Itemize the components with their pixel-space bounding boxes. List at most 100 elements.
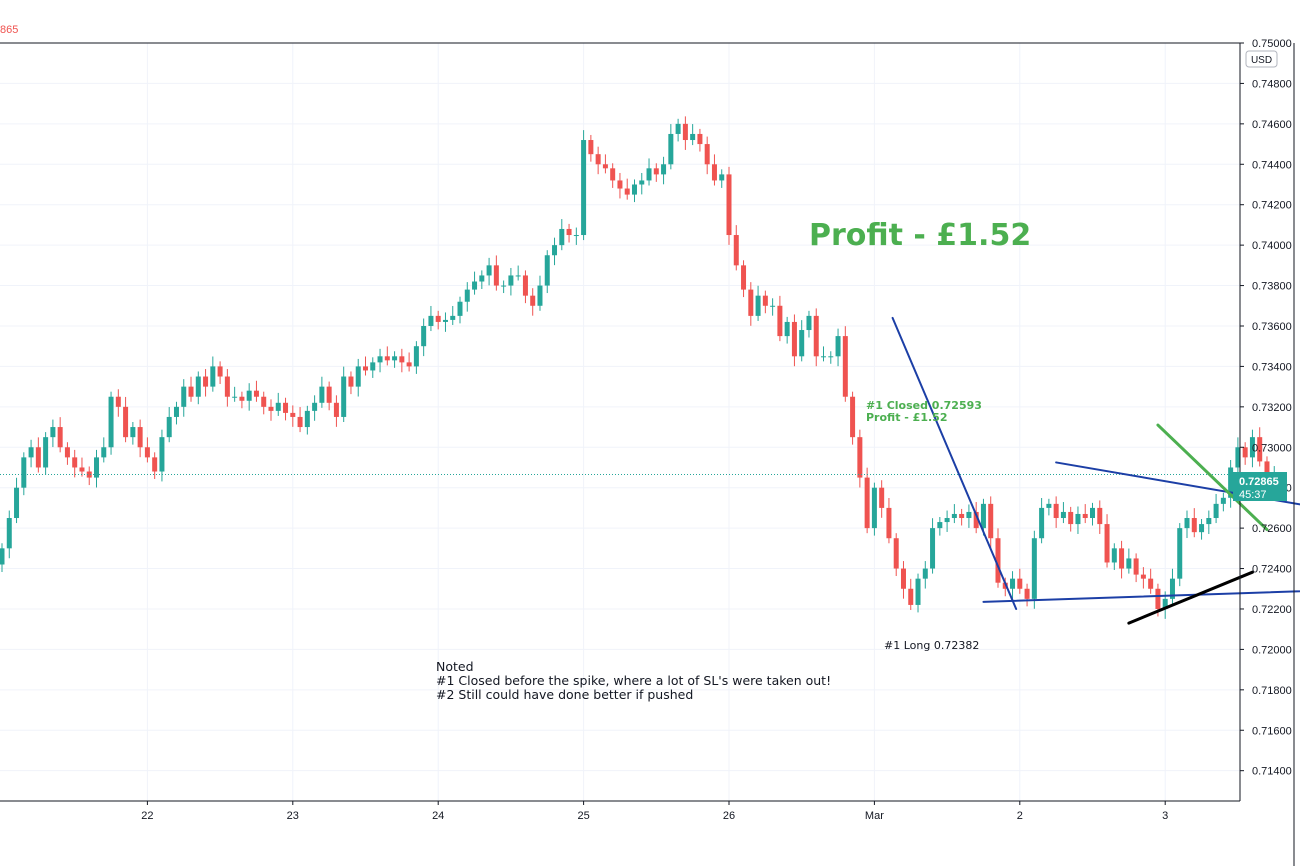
candle-body (363, 366, 368, 371)
note-line-2[interactable]: #2 Still could have done better if pushe… (436, 687, 693, 702)
candle-body (871, 487, 877, 529)
price-axis[interactable]: 0.75000 0.74800 0.74600 0.74400 0.74200 0.740… (1240, 38, 1292, 778)
candle-body (28, 447, 34, 458)
candle-body (457, 301, 463, 316)
long-entry-label[interactable]: #1 Long 0.72382 (884, 639, 979, 652)
candle-body (101, 447, 107, 458)
candle-body (1133, 558, 1139, 575)
close-annotation-line2[interactable]: Profit - £1.52 (866, 411, 947, 424)
candle-body (72, 457, 78, 468)
candle-body (239, 396, 245, 401)
candle-body (566, 228, 572, 236)
candle-body (290, 412, 296, 417)
candle-body (1148, 578, 1154, 589)
time-tick-label: 2 (1017, 810, 1023, 822)
candle-body (886, 507, 892, 539)
candle-body (1046, 503, 1052, 508)
price-tick-label: 0.72400 (1252, 564, 1292, 576)
candle-body (900, 568, 906, 589)
price-tick-label: 0.72000 (1252, 644, 1292, 656)
candle-body (530, 295, 536, 306)
price-tick-label: 0.74200 (1252, 200, 1292, 212)
trendlines[interactable] (891, 316, 1300, 625)
time-axis[interactable]: 22 23 24 25 26 Mar 2 3 (141, 801, 1168, 822)
candle-body (893, 538, 899, 569)
candle-body (152, 457, 158, 472)
candle-body (1068, 511, 1074, 525)
candle-body (413, 346, 419, 367)
candle-body (57, 427, 63, 448)
entry-line[interactable] (1127, 570, 1254, 625)
candle-body (690, 133, 696, 141)
currency-badge-box[interactable] (1245, 50, 1278, 68)
candle-body (319, 386, 325, 403)
candle-body (21, 457, 27, 488)
candle-body (261, 396, 267, 407)
candle-body (573, 235, 579, 237)
price-tick-label: 0.75000 (1252, 38, 1292, 50)
candle-body (442, 319, 448, 322)
candle-body (94, 457, 100, 478)
currency-badge[interactable]: USD (1251, 55, 1272, 66)
candle-body (741, 265, 747, 290)
candle-body (268, 406, 274, 411)
candle-body (115, 396, 121, 407)
time-tick-label: 3 (1162, 810, 1168, 822)
candle-body (653, 168, 659, 175)
candle-body (624, 188, 630, 195)
candle-body (428, 315, 434, 326)
price-series (0, 116, 1277, 619)
candle-body (595, 154, 601, 165)
candle-body (355, 366, 361, 387)
candle-body (639, 180, 645, 185)
candle-body (392, 356, 398, 361)
candle-body (1024, 588, 1030, 599)
exit-line[interactable] (1156, 423, 1269, 532)
candle-body (697, 133, 703, 145)
candle-body (552, 245, 558, 256)
candle-body (479, 275, 485, 282)
candle-body (588, 140, 594, 155)
candle-body (35, 447, 41, 468)
note-line-1[interactable]: #1 Closed before the spike, where a lot … (436, 673, 831, 688)
candle-body (908, 588, 914, 605)
candle-body (341, 376, 347, 417)
candle-body (777, 305, 783, 337)
descending-trendline[interactable] (891, 316, 1018, 610)
price-tick-label: 0.74600 (1252, 119, 1292, 131)
profit-title[interactable]: Profit - £1.52 (809, 218, 1031, 253)
candle-body (704, 144, 710, 165)
candle-body (203, 376, 209, 387)
upper-triangle-line[interactable] (1055, 461, 1300, 522)
candle-body (675, 123, 681, 134)
candle-body (64, 447, 70, 458)
candle-body (1053, 503, 1059, 519)
candle-body (959, 513, 965, 519)
time-tick-label: 22 (141, 810, 153, 822)
candle-body (813, 315, 819, 357)
candle-body (1249, 437, 1255, 458)
candle-body (682, 123, 688, 141)
candle-body (544, 255, 550, 286)
candle-body (915, 578, 921, 605)
candle-body (610, 168, 616, 181)
candle-body (137, 427, 143, 448)
candle-body (166, 416, 172, 438)
candle-body (450, 315, 456, 320)
price-tag-countdown: 45:37 (1239, 489, 1267, 501)
candle-body (195, 376, 201, 397)
candle-body (1213, 503, 1219, 519)
close-annotation-line1[interactable]: #1 Closed 0.72593 (866, 399, 982, 412)
candle-body (486, 265, 492, 276)
candle-body (1169, 578, 1175, 599)
note-heading[interactable]: Noted (436, 659, 474, 674)
candle-body (980, 503, 986, 529)
time-tick-label: Mar (865, 810, 884, 822)
candle-body (617, 180, 623, 189)
candle-body (86, 471, 92, 478)
candle-body (333, 402, 339, 417)
candle-body (1082, 513, 1088, 519)
candle-body (1111, 548, 1117, 563)
price-tick-label: 0.73000 (1252, 442, 1292, 454)
